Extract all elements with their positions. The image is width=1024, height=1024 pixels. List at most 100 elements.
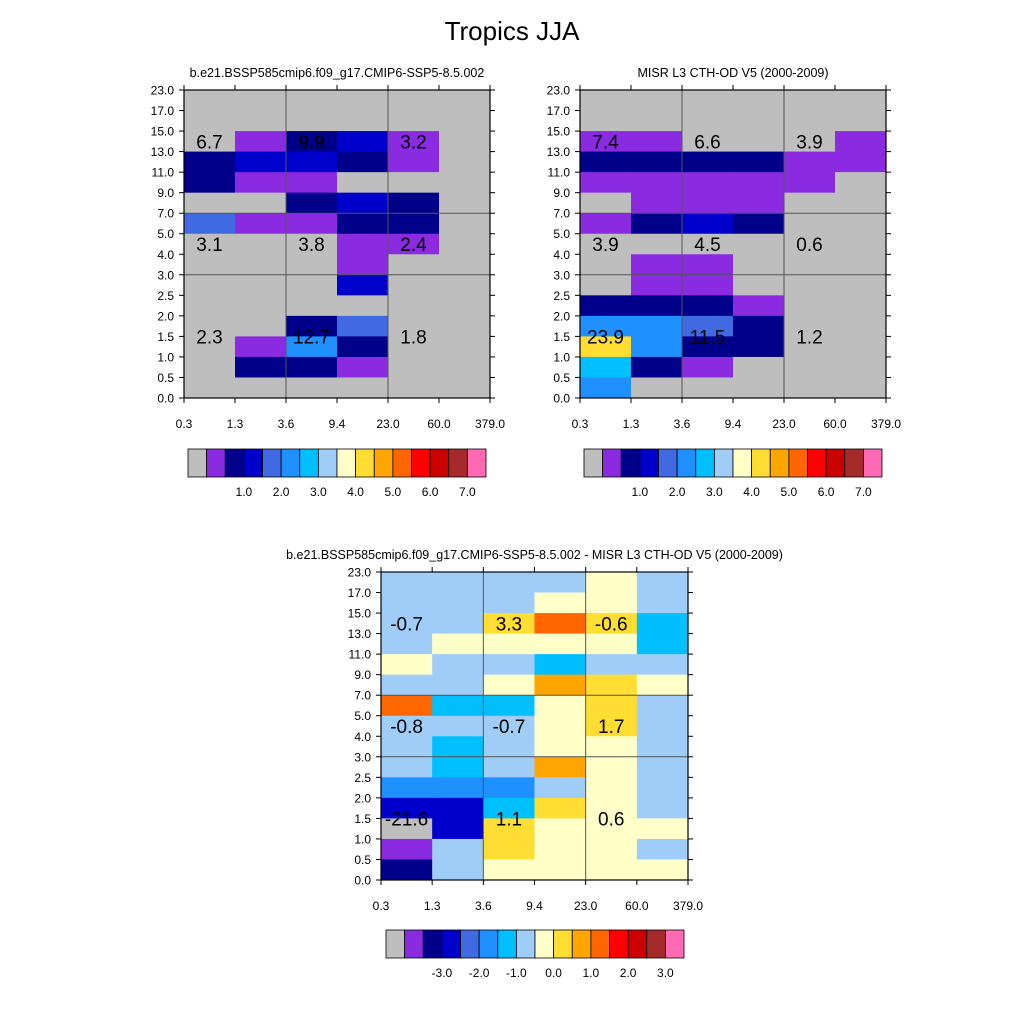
heatmap-cell <box>733 192 785 214</box>
heatmap-cell <box>835 90 887 111</box>
heatmap-cell <box>835 233 887 255</box>
colorbar-swatch <box>695 448 715 478</box>
y-tick-label: 2.0 <box>354 791 371 805</box>
heatmap-cell <box>636 777 689 799</box>
heatmap-cell <box>585 818 638 840</box>
colorbar-swatch <box>373 448 394 478</box>
heatmap-cell <box>682 254 734 276</box>
heatmap-cell <box>483 797 535 819</box>
colorbar-label: 4.0 <box>347 485 364 499</box>
heatmap-cell <box>337 192 389 214</box>
heatmap-cell <box>432 674 484 696</box>
heatmap-cell <box>381 572 433 593</box>
colorbar-swatch <box>627 929 648 959</box>
heatmap-cell <box>286 172 338 194</box>
cell-annotation: 3.9 <box>796 132 822 153</box>
y-tick-label: 3.0 <box>157 268 174 282</box>
y-tick-label: 11.0 <box>548 166 571 180</box>
colorbar-swatch <box>807 448 827 478</box>
heatmap-cell <box>682 356 734 378</box>
colorbar-swatch <box>732 448 753 478</box>
heatmap-cell <box>682 110 734 132</box>
heatmap-cell <box>580 254 632 276</box>
heatmap-cell <box>580 90 632 111</box>
heatmap-cell <box>631 274 683 296</box>
colorbar-swatch <box>609 929 629 959</box>
heatmap-cell <box>534 818 587 840</box>
heatmap-cell <box>784 110 836 132</box>
heatmap-cell <box>636 695 689 717</box>
heatmap-cell <box>483 715 535 737</box>
heatmap-cell <box>439 151 491 173</box>
heatmap-cell <box>286 131 338 152</box>
colorbar-swatch <box>639 448 659 478</box>
heatmap-cell <box>381 838 433 860</box>
heatmap-cell <box>235 213 287 235</box>
y-tick-label: 23.0 <box>151 84 175 98</box>
heatmap-cell <box>337 151 389 173</box>
heatmap-cell <box>835 315 887 337</box>
heatmap-cell <box>534 797 587 819</box>
heatmap-cell <box>235 110 287 132</box>
heatmap-cell <box>388 377 440 399</box>
heatmap-cell <box>235 233 287 255</box>
heatmap-cell <box>432 736 484 758</box>
heatmap-cell <box>784 213 836 235</box>
heatmap-cell <box>534 613 587 634</box>
y-tick-label: 11.0 <box>152 166 175 180</box>
heatmap-cell <box>835 295 887 317</box>
colorbar-swatch <box>602 448 622 478</box>
heatmap-cell <box>286 213 338 235</box>
heatmap-cell <box>184 295 236 317</box>
heatmap-cell <box>733 377 785 399</box>
y-tick-label: 5.0 <box>157 227 174 241</box>
heatmap-cell <box>585 838 638 860</box>
colorbar-swatch <box>478 929 499 959</box>
heatmap-cell <box>534 592 587 614</box>
heatmap-cell <box>631 254 683 276</box>
heatmap-cell <box>631 336 683 358</box>
heatmap-cell <box>733 213 785 235</box>
heatmap-cell <box>636 674 689 696</box>
heatmap-cell <box>337 356 389 378</box>
y-tick-label: 7.0 <box>354 689 371 703</box>
cell-annotation: -0.7 <box>493 717 526 738</box>
heatmap-cell <box>483 777 535 799</box>
heatmap-cell <box>585 613 638 634</box>
heatmap-cell <box>235 254 287 276</box>
heatmap-cell <box>636 633 689 655</box>
heatmap-cell <box>784 377 836 399</box>
heatmap-cell <box>235 315 287 337</box>
cell-annotation: 3.8 <box>298 235 324 256</box>
colorbar-label: 6.0 <box>422 485 439 499</box>
colorbar-label: 4.0 <box>743 485 760 499</box>
heatmap-cell <box>184 233 236 255</box>
y-tick-label: 17.0 <box>348 586 372 600</box>
heatmap-cell <box>439 295 491 317</box>
heatmap-cell <box>784 131 836 152</box>
x-tick-label: 1.3 <box>424 899 441 913</box>
heatmap-cell <box>432 715 484 737</box>
heatmap-cell <box>784 274 836 296</box>
y-tick-label: 4.0 <box>354 730 371 744</box>
heatmap-cell <box>631 295 683 317</box>
heatmap-cell <box>682 192 734 214</box>
heatmap-cell <box>682 336 734 358</box>
cell-annotation: 3.9 <box>592 235 618 256</box>
heatmap-cell <box>585 756 638 778</box>
heatmap-cell <box>835 254 887 276</box>
heatmap-cell <box>235 336 287 358</box>
x-tick-label: 3.6 <box>475 899 492 913</box>
heatmap-cell <box>631 151 683 173</box>
colorbar-swatch <box>788 448 808 478</box>
heatmap-cell <box>733 336 785 358</box>
heatmap-cell <box>631 110 683 132</box>
heatmap-cell <box>432 654 484 676</box>
heatmap-cell <box>585 674 638 696</box>
heatmap-cell <box>337 213 389 235</box>
colorbar-swatch <box>713 448 734 478</box>
heatmap-cell <box>184 315 236 337</box>
heatmap-cell <box>733 110 785 132</box>
heatmap-cell <box>483 654 535 676</box>
heatmap-cell <box>235 377 287 399</box>
